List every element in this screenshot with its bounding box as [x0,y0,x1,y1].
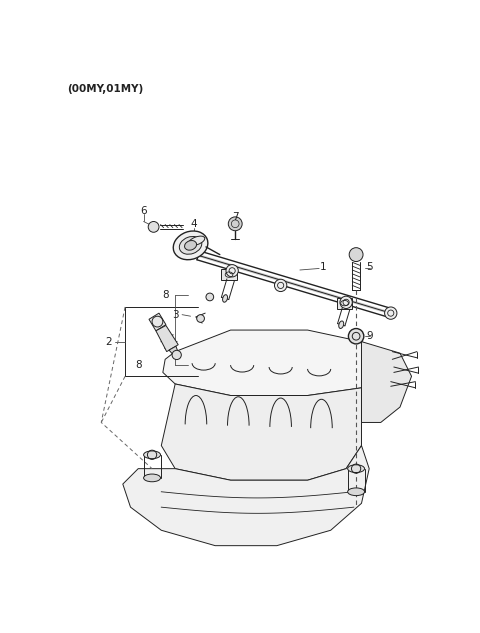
Circle shape [340,296,352,308]
Text: 5: 5 [367,262,373,272]
Circle shape [384,307,397,319]
Text: 4: 4 [191,219,197,229]
Text: 7: 7 [232,212,239,222]
Polygon shape [149,313,166,331]
Circle shape [348,329,364,344]
Circle shape [349,248,363,261]
Text: 9: 9 [367,331,373,341]
Text: 6: 6 [140,206,147,216]
Polygon shape [161,384,361,480]
Ellipse shape [144,451,160,459]
Text: 8: 8 [135,360,142,370]
Circle shape [206,293,214,301]
Polygon shape [361,342,411,422]
Ellipse shape [339,321,344,329]
Ellipse shape [180,237,202,254]
Ellipse shape [348,488,365,496]
FancyBboxPatch shape [337,298,352,308]
Text: (00MY,01MY): (00MY,01MY) [67,84,144,94]
Text: 8: 8 [163,291,169,301]
Ellipse shape [184,241,197,250]
Circle shape [275,279,287,292]
Circle shape [228,217,242,231]
Ellipse shape [173,231,208,260]
Ellipse shape [189,236,205,246]
Polygon shape [163,330,384,396]
Polygon shape [156,325,178,351]
Circle shape [197,315,204,322]
Text: 1: 1 [320,262,326,272]
Circle shape [226,265,238,277]
Text: 2: 2 [106,337,112,347]
Ellipse shape [223,295,228,302]
Ellipse shape [144,474,160,482]
Ellipse shape [348,465,365,472]
Text: 3: 3 [172,310,179,320]
Circle shape [172,350,181,360]
FancyBboxPatch shape [221,269,237,280]
Polygon shape [169,346,179,357]
Circle shape [148,222,159,232]
Polygon shape [123,446,369,546]
